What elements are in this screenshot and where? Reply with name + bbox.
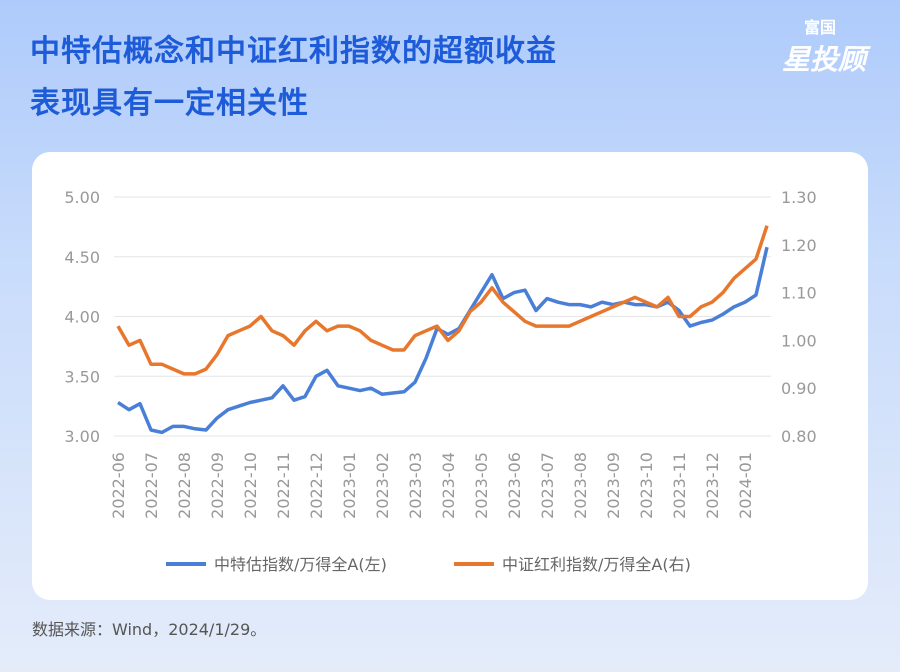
source: 数据来源：Wind，2024/1/29。	[32, 620, 267, 639]
y-tick-label: 4.50	[64, 248, 100, 267]
chart: 3.00 3.50 4.00 4.50 5.00 0.80 0.90 1.00 1.10 1.20…	[64, 188, 817, 574]
y-tick-label: 3.50	[64, 367, 100, 386]
y2-tick-label: 1.10	[781, 284, 817, 303]
x-tick-label: 2022-07	[142, 452, 161, 519]
x-tick-label: 2023-10	[637, 452, 656, 519]
x-tick-label: 2024-01	[736, 452, 755, 519]
x-tick-label: 2023-06	[505, 452, 524, 519]
y-tick-label: 4.00	[64, 308, 100, 327]
y2-tick-label: 1.30	[781, 188, 817, 207]
x-tick-label: 2023-12	[703, 452, 722, 519]
y-tick-label: 5.00	[64, 188, 100, 207]
title-line: 中特估概念和中证红利指数的超额收益	[30, 34, 557, 69]
x-tick-label: 2023-02	[373, 452, 392, 519]
chart-card: 3.00 3.50 4.00 4.50 5.00 0.80 0.90 1.00 1.10 1.20…	[32, 152, 868, 600]
x-tick-label: 2023-04	[439, 452, 458, 519]
x-tick-label: 2023-05	[472, 452, 491, 519]
logo-bottom: 星投顾	[781, 43, 866, 76]
y-tick-label: 3.00	[64, 427, 100, 446]
x-tick-label: 2022-08	[175, 452, 194, 519]
title: 中特估概念和中证红利指数的超额收益 表现具有一定相关性	[30, 26, 557, 130]
legend-label: 中证红利指数/万得全A(右)	[502, 555, 691, 574]
legend-label: 中特估指数/万得全A(左)	[214, 555, 387, 574]
x-tick-label: 2023-09	[604, 452, 623, 519]
y2-tick-label: 0.90	[781, 379, 817, 398]
y2-tick-label: 1.20	[781, 236, 817, 255]
x-tick-label: 2023-08	[571, 452, 590, 519]
logo: 富国 星投顾	[782, 14, 866, 78]
x-tick-label: 2022-12	[307, 452, 326, 519]
title-line: 表现具有一定相关性	[30, 86, 309, 121]
logo-top: 富国	[803, 18, 836, 37]
x-tick-label: 2022-10	[241, 452, 260, 519]
y2-tick-label: 1.00	[781, 331, 817, 350]
x-tick-label: 2023-11	[670, 452, 689, 519]
x-tick-label: 2023-01	[340, 452, 359, 519]
x-tick-label: 2022-09	[208, 452, 227, 519]
series-line	[117, 246, 769, 435]
x-tick-label: 2022-06	[109, 452, 128, 519]
series-line	[116, 225, 769, 376]
x-tick-label: 2023-07	[538, 452, 557, 519]
y2-tick-label: 0.80	[781, 427, 817, 446]
x-tick-label: 2023-03	[406, 452, 425, 519]
x-tick-label: 2022-11	[274, 452, 293, 519]
